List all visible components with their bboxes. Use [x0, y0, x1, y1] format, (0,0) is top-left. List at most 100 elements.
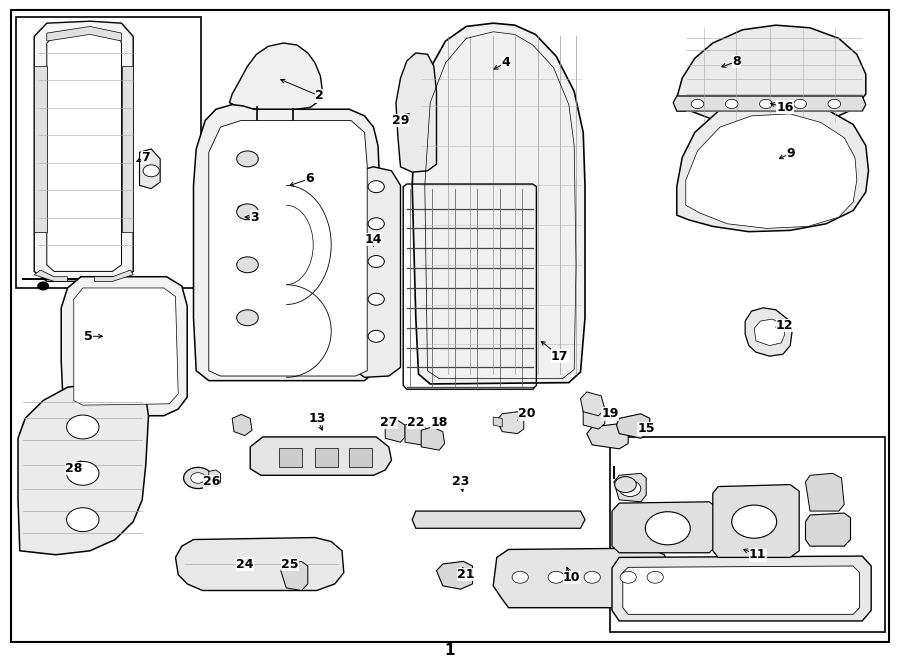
Text: 12: 12	[776, 319, 794, 332]
Text: 21: 21	[457, 568, 475, 581]
Text: 29: 29	[392, 114, 410, 127]
Polygon shape	[436, 561, 472, 589]
Polygon shape	[281, 561, 308, 591]
Polygon shape	[806, 473, 844, 511]
Polygon shape	[493, 548, 670, 608]
Circle shape	[143, 165, 159, 177]
Text: 27: 27	[380, 416, 398, 429]
Polygon shape	[349, 167, 400, 377]
Text: 25: 25	[281, 557, 299, 571]
Circle shape	[645, 512, 690, 545]
Circle shape	[237, 310, 258, 326]
Circle shape	[760, 99, 772, 109]
Polygon shape	[232, 414, 252, 436]
Polygon shape	[405, 422, 427, 445]
Text: 8: 8	[732, 55, 741, 68]
Circle shape	[615, 477, 636, 493]
Circle shape	[191, 473, 205, 483]
Polygon shape	[497, 412, 524, 434]
Circle shape	[237, 204, 258, 220]
Bar	[315, 448, 338, 467]
Circle shape	[732, 505, 777, 538]
Circle shape	[368, 330, 384, 342]
Circle shape	[620, 571, 636, 583]
Polygon shape	[412, 23, 585, 384]
Circle shape	[619, 481, 641, 496]
Circle shape	[368, 256, 384, 267]
Text: 13: 13	[308, 412, 326, 425]
Polygon shape	[194, 105, 380, 381]
Polygon shape	[612, 556, 871, 621]
Text: 26: 26	[202, 475, 220, 489]
Text: 14: 14	[364, 233, 382, 246]
Polygon shape	[580, 392, 605, 416]
Text: 19: 19	[601, 407, 619, 420]
Polygon shape	[713, 485, 799, 557]
Polygon shape	[754, 319, 785, 346]
Polygon shape	[34, 66, 47, 232]
Circle shape	[67, 508, 99, 532]
Circle shape	[725, 99, 738, 109]
Polygon shape	[493, 417, 502, 427]
Polygon shape	[623, 566, 860, 614]
Text: 3: 3	[250, 211, 259, 224]
Polygon shape	[74, 288, 178, 405]
Polygon shape	[94, 270, 133, 281]
Polygon shape	[230, 43, 322, 111]
Text: 9: 9	[786, 147, 795, 160]
Text: 28: 28	[65, 462, 83, 475]
Text: 20: 20	[518, 407, 536, 420]
Polygon shape	[18, 383, 149, 555]
Text: 11: 11	[749, 548, 767, 561]
Polygon shape	[745, 308, 792, 356]
Bar	[610, 437, 885, 632]
Polygon shape	[47, 33, 122, 271]
Text: 24: 24	[236, 557, 254, 571]
Text: 7: 7	[141, 151, 150, 164]
Circle shape	[67, 415, 99, 439]
Text: 22: 22	[407, 416, 425, 429]
Circle shape	[647, 571, 663, 583]
Circle shape	[828, 99, 841, 109]
Circle shape	[548, 571, 564, 583]
Text: 10: 10	[562, 571, 580, 584]
Text: 18: 18	[430, 416, 448, 429]
Circle shape	[237, 151, 258, 167]
Polygon shape	[612, 502, 718, 553]
Circle shape	[238, 205, 248, 213]
Polygon shape	[677, 25, 866, 127]
Polygon shape	[47, 26, 122, 41]
Circle shape	[184, 467, 212, 489]
Polygon shape	[583, 407, 605, 429]
Bar	[349, 448, 372, 467]
Circle shape	[38, 282, 49, 290]
Text: 17: 17	[551, 350, 569, 363]
Text: 5: 5	[84, 330, 93, 343]
Circle shape	[691, 99, 704, 109]
Polygon shape	[421, 427, 445, 450]
Text: 15: 15	[637, 422, 655, 436]
Circle shape	[368, 181, 384, 193]
Circle shape	[512, 571, 528, 583]
Text: 4: 4	[501, 56, 510, 70]
Polygon shape	[412, 511, 585, 528]
Circle shape	[237, 257, 258, 273]
Text: 1: 1	[445, 643, 455, 657]
Polygon shape	[250, 437, 392, 475]
Polygon shape	[385, 420, 405, 442]
Polygon shape	[209, 120, 367, 376]
Polygon shape	[806, 513, 850, 546]
Bar	[16, 17, 201, 288]
Polygon shape	[616, 414, 650, 438]
Circle shape	[584, 571, 600, 583]
Polygon shape	[677, 101, 868, 232]
Polygon shape	[61, 277, 187, 416]
Polygon shape	[34, 270, 68, 281]
Text: 16: 16	[776, 101, 794, 114]
Polygon shape	[140, 149, 160, 189]
Circle shape	[794, 99, 806, 109]
Polygon shape	[34, 21, 133, 281]
Polygon shape	[176, 538, 344, 591]
Circle shape	[368, 293, 384, 305]
Polygon shape	[209, 470, 220, 487]
